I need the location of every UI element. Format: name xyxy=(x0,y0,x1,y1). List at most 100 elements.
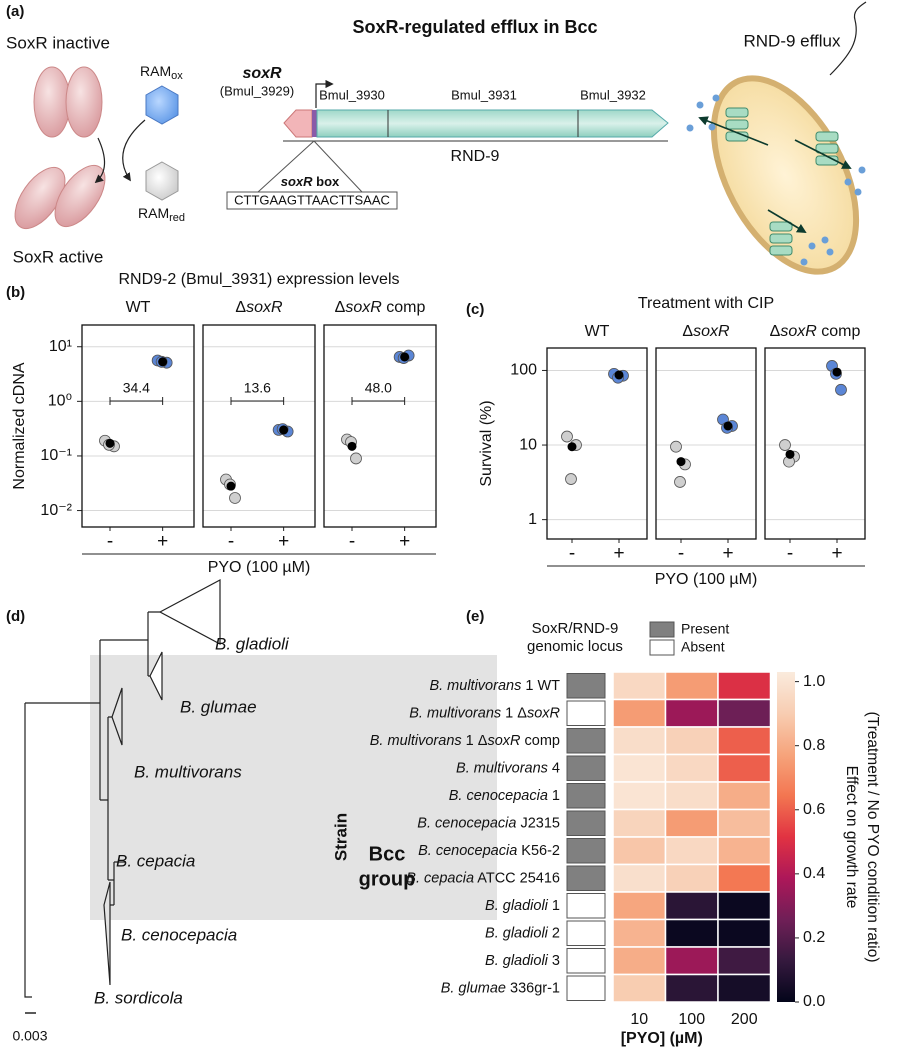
ram-base: RAM xyxy=(138,205,169,221)
pump xyxy=(769,221,793,232)
heat-cell xyxy=(717,753,772,783)
ram-label: RAMox xyxy=(140,63,183,82)
pump xyxy=(725,107,749,118)
facet-frame xyxy=(323,324,437,528)
x-tick-label: - xyxy=(349,531,355,552)
branch xyxy=(100,716,112,880)
gene-name: Bmul_3932 xyxy=(580,87,646,102)
locus-cell xyxy=(566,700,606,726)
x-tick-label: + xyxy=(157,531,168,552)
heat-cell xyxy=(664,726,719,756)
row-label: B. glumae 336gr-1 xyxy=(441,980,560,996)
fold-label: 48.0 xyxy=(365,380,392,396)
chart-title: Treatment with CIP xyxy=(638,295,774,312)
clade xyxy=(111,687,123,746)
operon-label: RND-9 xyxy=(451,148,500,165)
x-axis-label: [PYO] (µM) xyxy=(621,1030,703,1047)
locus-cell xyxy=(566,673,606,699)
row-label: B. multivorans 1 ΔsoxR comp xyxy=(370,733,560,749)
x-tick-label: + xyxy=(613,543,624,564)
y-tick-label: 10¹ xyxy=(49,338,72,355)
locus-cell xyxy=(566,948,606,974)
ram-sub: red xyxy=(169,212,185,224)
x-tick-label: 200 xyxy=(731,1011,758,1028)
heat-cell xyxy=(664,753,719,783)
y-axis-label: Strain xyxy=(331,813,350,861)
group-label: Bcc xyxy=(369,843,406,865)
mean-point xyxy=(785,449,795,459)
panel-label: (b) xyxy=(6,284,25,301)
colorbar-tick-label: 0.6 xyxy=(803,801,825,818)
mean-point xyxy=(347,441,357,451)
mean-point xyxy=(676,457,686,467)
panel-title: SoxR-regulated efflux in Bcc xyxy=(352,17,597,37)
zoom-line xyxy=(313,140,363,193)
tss-arrow xyxy=(315,79,334,108)
box-word: box xyxy=(313,174,340,189)
efflux-arrow xyxy=(698,116,769,146)
locus-cell xyxy=(566,893,606,919)
pump xyxy=(769,245,793,256)
mean-point xyxy=(723,421,733,431)
heat-cell xyxy=(664,918,719,948)
row-label: B. cepacia ATCC 25416 xyxy=(406,870,560,886)
box-sequence: CTTGAAGTTAACTTSAAC xyxy=(234,192,390,207)
heat-cell xyxy=(612,671,667,701)
panel-a: SoxR-regulated efflux in Bcc SoxR inacti… xyxy=(6,1,867,275)
cell xyxy=(710,75,860,275)
x-tick-label: + xyxy=(722,543,733,564)
mean-point xyxy=(279,425,289,435)
locus-cell xyxy=(566,728,606,754)
heat-cell xyxy=(717,698,772,728)
row-label: B. gladioli 2 xyxy=(485,925,560,941)
pump xyxy=(769,233,793,244)
facet-title: ΔsoxR xyxy=(235,299,283,316)
locus-cell xyxy=(566,865,606,891)
heat-cell xyxy=(717,891,772,921)
facet-frame xyxy=(81,324,195,528)
heat-cell xyxy=(664,946,719,976)
heat-cell xyxy=(612,808,667,838)
colorbar-tick-label: 0.4 xyxy=(803,865,825,882)
soxr-monomer xyxy=(33,66,71,138)
ram-base: RAM xyxy=(140,63,171,79)
replicate-point xyxy=(350,452,362,465)
x-tick-label: - xyxy=(107,531,113,552)
colorbar-tick-label: 0.8 xyxy=(803,737,825,754)
heat-cell xyxy=(612,946,667,976)
panel-d: B. gladioli B. glumae B. multivorans B. … xyxy=(12,579,497,1044)
y-tick-label: 10⁻² xyxy=(40,502,72,519)
heat-cell xyxy=(664,863,719,893)
legend-swatch xyxy=(649,639,675,656)
soxr-monomer xyxy=(54,165,106,227)
promoter xyxy=(312,110,317,137)
chart-title: RND9-2 (Bmul_3931) expression levels xyxy=(118,271,399,288)
molecule xyxy=(826,248,834,256)
x-axis-label: PYO (100 µM) xyxy=(655,571,758,588)
colorbar-label: (Treatment / No PYO condition ratio) xyxy=(864,712,881,963)
row-label: B. cenocepacia 1 xyxy=(449,788,560,804)
clade xyxy=(149,651,163,701)
row-label: B. gladioli 1 xyxy=(485,898,560,914)
legend-title: SoxR/RND-9 xyxy=(532,620,619,637)
heat-cell xyxy=(664,781,719,811)
locus-cell xyxy=(566,975,606,1001)
branch xyxy=(104,861,126,906)
molecule xyxy=(800,258,808,266)
arrow xyxy=(94,137,106,184)
heat-cell xyxy=(717,918,772,948)
facet-frame xyxy=(764,347,866,540)
pump xyxy=(725,119,749,130)
heat-cell xyxy=(664,891,719,921)
facet-frame xyxy=(655,347,757,540)
molecule xyxy=(858,166,866,174)
heat-cell xyxy=(664,808,719,838)
mean-point xyxy=(567,442,577,452)
strip-chart: Treatment with CIP Survival (%) 1 10 100 WT - +… xyxy=(478,295,866,588)
molecule xyxy=(854,188,862,196)
sequence-box xyxy=(226,191,398,210)
legend-swatch xyxy=(649,621,675,638)
colorbar-label: Effect on growth rate xyxy=(843,766,860,909)
heat-cell xyxy=(717,973,772,1003)
fold-bracket xyxy=(109,397,164,405)
